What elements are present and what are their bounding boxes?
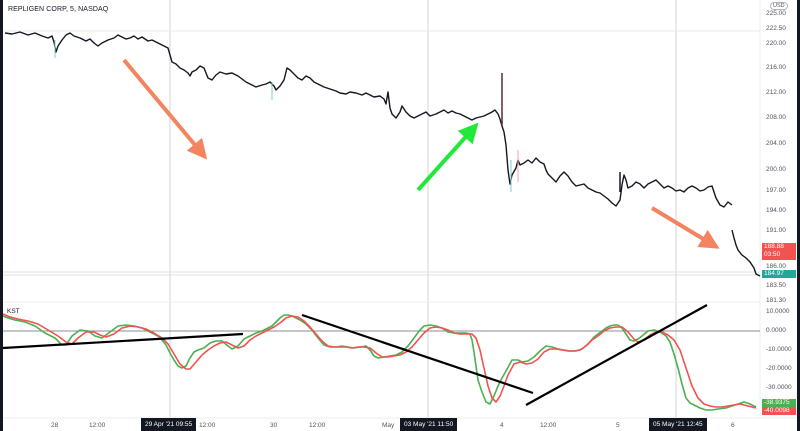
- price-tick: 222.50: [766, 25, 786, 32]
- symbol-title[interactable]: REPLIGEN CORP, 5, NASDAQ: [8, 6, 109, 13]
- crosshair-time-tag: 03 May '21 11:50: [400, 418, 458, 431]
- time-tick: 28: [51, 422, 59, 429]
- crosshair-time-tag: 29 Apr '21 09:55: [141, 418, 197, 431]
- left-border: [0, 0, 3, 431]
- time-tick: 12:00: [199, 422, 216, 429]
- kst-tick: 0.0000: [766, 327, 786, 334]
- price-series: [4, 31, 761, 277]
- right-border: [797, 0, 800, 431]
- crosshair-time-tag: 05 May '21 12:45: [649, 418, 707, 431]
- kst-value-tag: -38.9375: [762, 399, 796, 407]
- last-price-tag: 184.97: [762, 270, 796, 278]
- kst-trendlines[interactable]: [2, 304, 708, 406]
- current-price-tag: 188.88 03:50: [762, 243, 796, 260]
- trendline-2[interactable]: [301, 313, 534, 395]
- signal-value-tag: -40.0098: [762, 407, 796, 415]
- kst-tick: 10.0000: [766, 308, 790, 315]
- kst-tick: -20.0000: [766, 365, 792, 372]
- currency-label[interactable]: USD: [770, 2, 788, 10]
- trendline-1[interactable]: [2, 332, 244, 350]
- current-price-value: 188.88: [764, 243, 784, 250]
- time-tick: 12:00: [540, 422, 557, 429]
- time-tick: May: [382, 422, 395, 429]
- price-tick: 204.00: [766, 140, 786, 147]
- kst-line: [2, 314, 757, 411]
- price-tick: 225.00: [766, 10, 786, 17]
- downtrend-arrow-icon[interactable]: [650, 206, 720, 249]
- time-tick: 12:00: [309, 422, 326, 429]
- price-tick: 194.00: [766, 207, 786, 214]
- time-tick: 4: [500, 422, 504, 429]
- price-tick: 220.00: [766, 40, 786, 47]
- kst-tick: -30.0000: [766, 384, 792, 391]
- time-tick: 6: [731, 422, 735, 429]
- time-tick: 12:00: [89, 422, 106, 429]
- price-tick: 216.00: [766, 64, 786, 71]
- signal-line: [2, 313, 757, 409]
- price-tick: 181.30: [766, 297, 786, 304]
- price-tick: 212.00: [766, 89, 786, 96]
- downtrend-arrow-icon[interactable]: [122, 58, 208, 160]
- price-tick: 200.00: [766, 166, 786, 173]
- uptrend-arrow-icon[interactable]: [416, 122, 479, 192]
- time-tick: 30: [270, 422, 278, 429]
- price-tick: 186.00: [766, 263, 786, 270]
- kst-indicator-label[interactable]: KST: [7, 308, 20, 315]
- bar-countdown: 03:50: [764, 251, 781, 258]
- price-tick: 191.00: [766, 227, 786, 234]
- price-tick: 197.00: [766, 187, 786, 194]
- trendline-3[interactable]: [525, 304, 708, 406]
- time-tick: 5: [616, 422, 620, 429]
- price-tick: 183.50: [766, 282, 786, 289]
- kst-tick: -10.0000: [766, 346, 792, 353]
- price-tick: 208.00: [766, 114, 786, 121]
